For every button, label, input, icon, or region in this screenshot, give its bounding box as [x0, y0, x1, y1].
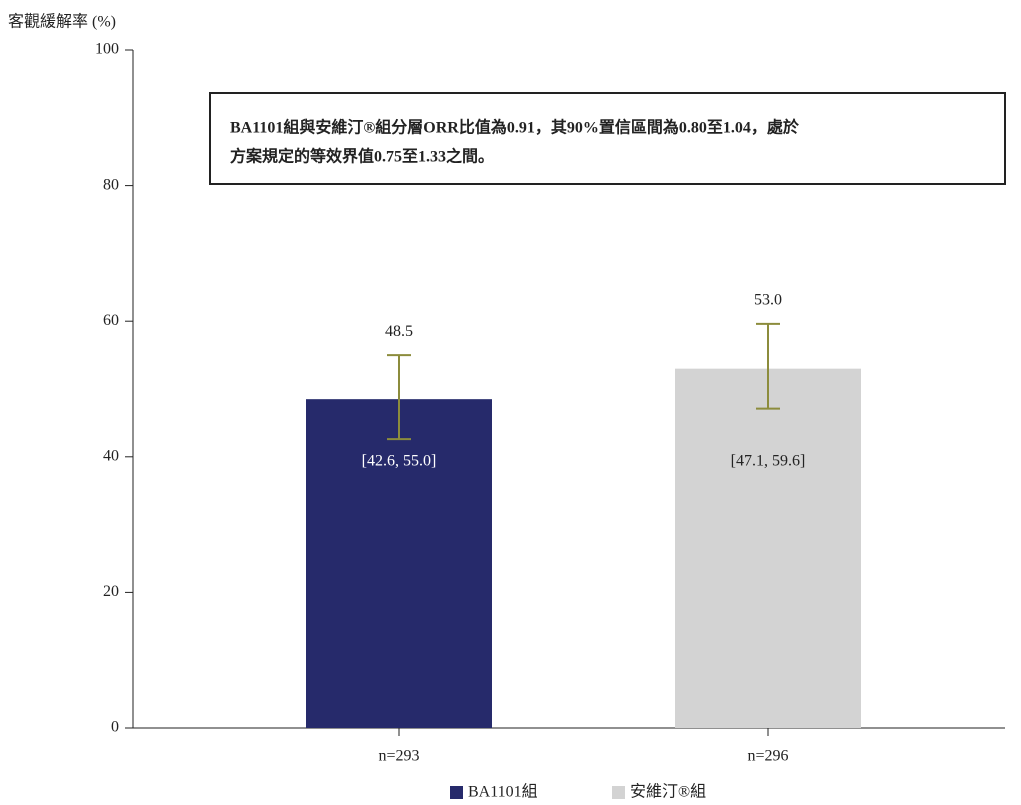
legend-swatch [450, 786, 463, 799]
annotation-line: 方案規定的等效界值0.75至1.33之間。 [230, 147, 494, 166]
value-label: 48.5 [385, 323, 413, 340]
y-tick-label: 60 [103, 312, 119, 329]
bar [306, 399, 492, 728]
legend-label: BA1101組 [468, 783, 538, 801]
x-tick-label: n=293 [378, 748, 419, 765]
ci-label: [47.1, 59.6] [731, 453, 806, 470]
y-tick-label: 100 [95, 41, 119, 58]
bar [675, 368, 861, 728]
value-label: 53.0 [754, 292, 782, 309]
y-tick-label: 20 [103, 583, 119, 600]
y-tick-label: 80 [103, 176, 119, 193]
legend-swatch [612, 786, 625, 799]
annotation-line: BA1101組與安維汀®組分層ORR比值為0.91，其90%置信區間為0.80至… [230, 118, 800, 137]
y-tick-label: 0 [111, 719, 119, 736]
x-tick-label: n=296 [747, 748, 788, 765]
y-tick-label: 40 [103, 447, 119, 464]
legend-label: 安維汀®組 [630, 783, 706, 801]
ci-label: [42.6, 55.0] [362, 453, 437, 470]
y-axis-label: 客觀緩解率 (%) [8, 13, 116, 31]
annotation-box [209, 92, 1006, 185]
